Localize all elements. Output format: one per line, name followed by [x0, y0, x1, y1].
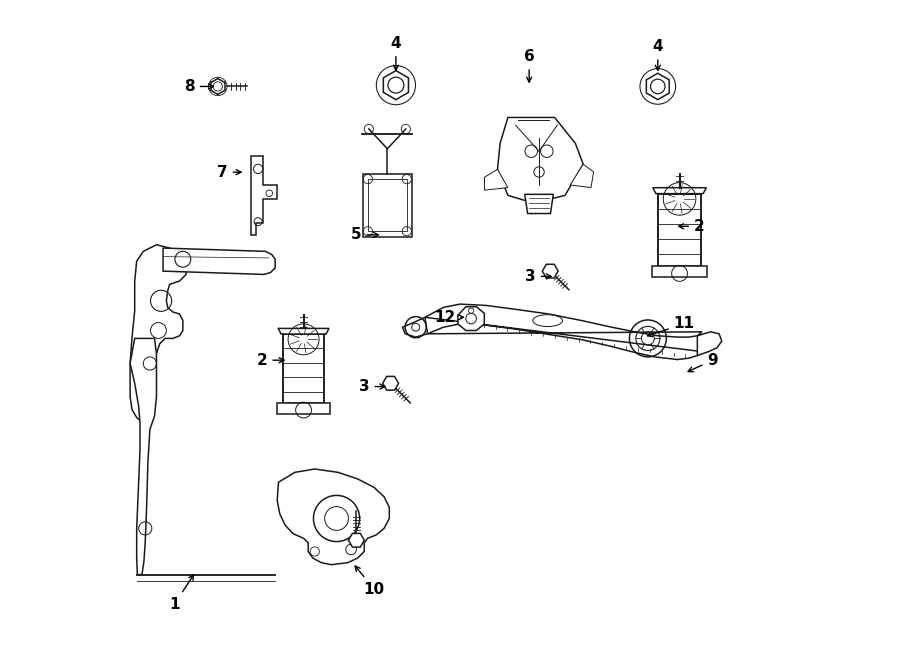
Polygon shape: [458, 307, 484, 330]
Polygon shape: [130, 338, 157, 574]
Text: 11: 11: [647, 317, 695, 336]
Polygon shape: [652, 266, 707, 278]
Text: 2: 2: [679, 219, 705, 234]
Polygon shape: [277, 469, 390, 564]
Text: 5: 5: [351, 227, 378, 243]
Text: 8: 8: [184, 79, 213, 94]
Text: 9: 9: [688, 353, 718, 371]
Polygon shape: [284, 334, 324, 403]
Text: 3: 3: [359, 379, 385, 394]
Polygon shape: [383, 71, 409, 100]
Polygon shape: [425, 304, 702, 360]
Polygon shape: [571, 164, 594, 188]
Polygon shape: [382, 376, 399, 390]
Polygon shape: [525, 194, 554, 214]
Polygon shape: [698, 332, 722, 356]
Polygon shape: [363, 174, 412, 237]
Polygon shape: [348, 533, 364, 547]
Polygon shape: [543, 264, 558, 278]
Polygon shape: [402, 317, 428, 337]
Polygon shape: [484, 169, 508, 190]
Text: 6: 6: [524, 50, 535, 82]
Polygon shape: [652, 188, 706, 194]
Polygon shape: [251, 156, 277, 235]
Polygon shape: [646, 73, 670, 100]
Polygon shape: [498, 118, 583, 203]
Text: 2: 2: [256, 353, 284, 368]
Text: 7: 7: [217, 165, 241, 180]
Text: 4: 4: [652, 40, 663, 70]
Polygon shape: [163, 248, 275, 274]
Polygon shape: [130, 245, 186, 422]
Text: 10: 10: [356, 566, 384, 597]
Text: 3: 3: [526, 269, 551, 284]
Text: 12: 12: [434, 310, 464, 325]
Polygon shape: [277, 403, 330, 414]
Text: 1: 1: [169, 575, 194, 611]
Polygon shape: [658, 194, 701, 266]
Polygon shape: [278, 329, 329, 334]
Text: 4: 4: [391, 36, 401, 70]
